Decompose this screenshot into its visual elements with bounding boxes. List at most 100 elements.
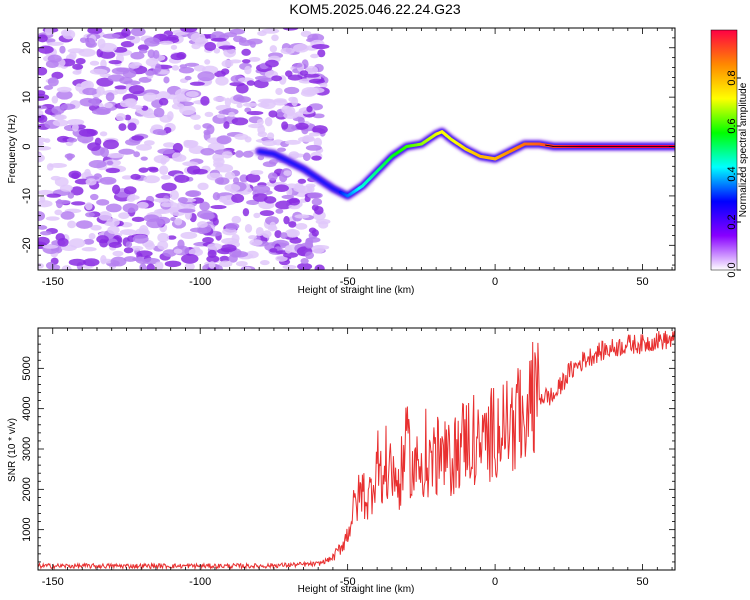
noise-blob xyxy=(108,59,122,65)
noise-blob xyxy=(46,193,62,198)
noise-blob xyxy=(88,233,96,240)
noise-blob xyxy=(185,91,199,98)
noise-blob xyxy=(91,96,101,107)
noise-blob xyxy=(85,212,95,218)
noise-blob xyxy=(145,70,155,76)
noise-blob xyxy=(252,184,271,194)
noise-blob xyxy=(127,122,137,131)
noise-blob xyxy=(308,132,321,137)
noise-blob xyxy=(216,135,232,145)
noise-blob xyxy=(268,110,278,118)
y-tick-label: 0 xyxy=(21,143,33,149)
noise-blob xyxy=(168,94,177,100)
noise-blob xyxy=(112,184,121,195)
noise-blob xyxy=(173,248,183,254)
noise-blob xyxy=(181,253,199,264)
noise-blob xyxy=(223,200,233,206)
noise-blob xyxy=(130,245,144,251)
noise-blob xyxy=(299,70,309,76)
noise-blob xyxy=(304,239,314,249)
spectrogram-frame xyxy=(37,27,676,271)
noise-blob xyxy=(38,262,44,269)
noise-blob xyxy=(120,41,135,48)
noise-blob xyxy=(282,28,299,31)
noise-blob xyxy=(192,168,208,175)
noise-blob xyxy=(204,111,214,118)
colorbar-tick-label: 0.2 xyxy=(726,214,738,229)
noise-blob xyxy=(38,211,46,221)
noise-blob xyxy=(295,222,308,230)
noise-blob xyxy=(265,59,279,68)
noise-blob xyxy=(287,74,303,81)
noise-blob xyxy=(38,45,54,54)
noise-blob xyxy=(153,154,170,164)
noise-blob xyxy=(189,227,206,233)
noise-blob xyxy=(288,153,306,158)
noise-blob xyxy=(51,106,65,115)
noise-blob xyxy=(130,173,141,180)
noise-blob xyxy=(105,203,122,213)
noise-blob xyxy=(47,77,59,87)
noise-blob xyxy=(125,241,133,248)
noise-blob xyxy=(303,73,320,78)
noise-blob xyxy=(312,113,325,119)
noise-blob xyxy=(221,151,233,159)
trace-layer xyxy=(254,127,675,201)
trace-centerline xyxy=(545,144,675,147)
noise-blob xyxy=(172,152,183,161)
noise-blob xyxy=(267,132,275,140)
noise-blob xyxy=(206,124,215,135)
noise-blob xyxy=(108,241,122,249)
snr-ylabel: SNR (10 * v/v) xyxy=(7,418,18,482)
noise-blob xyxy=(100,147,109,158)
noise-blob xyxy=(45,216,60,221)
noise-blob xyxy=(186,140,199,148)
noise-blob xyxy=(184,75,192,81)
noise-blob xyxy=(143,140,155,146)
noise-blob xyxy=(281,105,292,114)
noise-blob xyxy=(245,173,261,183)
noise-blob xyxy=(91,108,110,115)
noise-blob xyxy=(246,80,256,86)
noise-blob xyxy=(289,237,302,244)
y-tick-label: -20 xyxy=(21,237,33,253)
x-tick-label: 50 xyxy=(636,276,648,288)
noise-blob xyxy=(177,196,188,204)
noise-blob xyxy=(197,71,215,82)
noise-blob xyxy=(157,148,175,155)
noise-blob xyxy=(257,98,275,104)
y-tick-label: 20 xyxy=(21,42,33,54)
noise-blob xyxy=(241,48,251,56)
noise-blob xyxy=(143,92,157,102)
noise-blob xyxy=(57,237,69,247)
noise-blob xyxy=(224,184,241,192)
y-tick-label: 4000 xyxy=(21,396,33,420)
noise-blob xyxy=(107,74,125,82)
noise-blob xyxy=(231,233,240,243)
noise-blob xyxy=(155,91,171,101)
noise-blob xyxy=(180,28,198,33)
noise-blob xyxy=(225,222,240,230)
noise-blob xyxy=(294,214,310,219)
noise-blob xyxy=(223,121,230,129)
noise-blob xyxy=(130,28,146,37)
noise-blob xyxy=(121,175,133,180)
noise-blob xyxy=(310,53,319,59)
noise-blob xyxy=(100,254,107,265)
noise-blob xyxy=(128,62,140,69)
colorbar-tick-label: 0.4 xyxy=(726,166,738,181)
noise-blob xyxy=(115,113,126,122)
y-tick-label: 1000 xyxy=(21,517,33,541)
noise-blob xyxy=(285,70,293,77)
noise-blob xyxy=(85,178,97,186)
noise-blob xyxy=(200,148,215,156)
noise-blob xyxy=(275,208,284,214)
noise-blob xyxy=(212,217,219,226)
noise-blob xyxy=(38,137,47,143)
noise-blob xyxy=(210,37,227,42)
noise-blob xyxy=(163,76,170,84)
noise-blob xyxy=(99,176,117,185)
noise-blob xyxy=(302,135,315,142)
noise-blob xyxy=(128,84,145,95)
noise-blob xyxy=(197,182,209,191)
